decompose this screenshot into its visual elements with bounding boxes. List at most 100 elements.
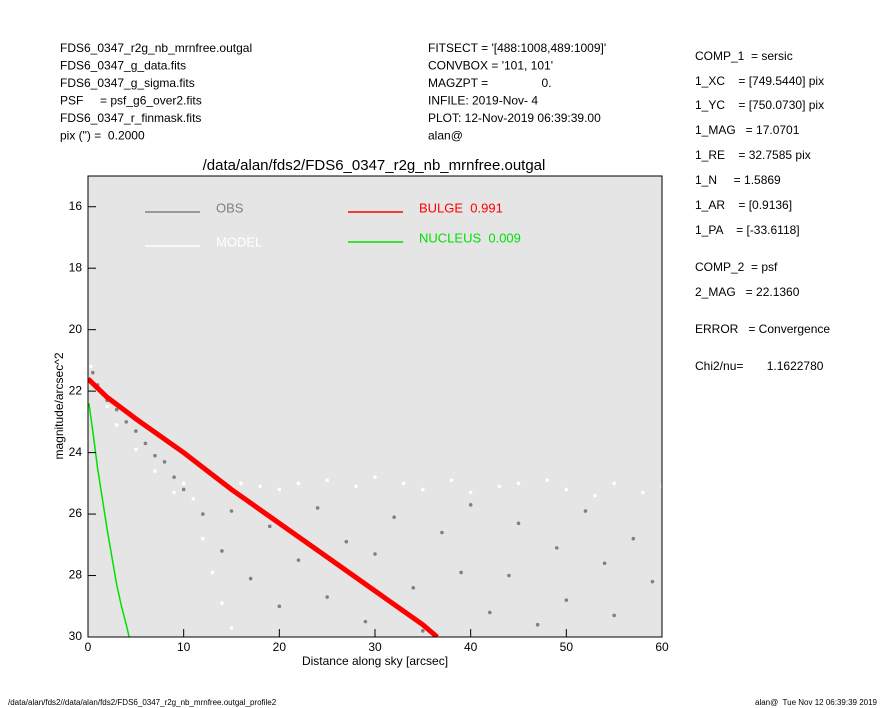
- data-point: [612, 481, 616, 486]
- data-point: [516, 481, 521, 486]
- parameter-line: 1_PA = [-33.6118]: [695, 223, 800, 237]
- data-point: [191, 496, 196, 501]
- header-middle-line: PLOT: 12-Nov-2019 06:39:39.00: [428, 111, 601, 125]
- x-tick-label: 0: [85, 640, 92, 654]
- data-point: [344, 539, 349, 544]
- y-axis-label: magnitude/arcsec^2: [52, 352, 66, 459]
- header-middle-line: alan@: [428, 129, 463, 143]
- parameter-line: 2_MAG = 22.1360: [695, 285, 800, 299]
- legend-label: MODEL: [216, 234, 262, 249]
- x-tick-label: 10: [177, 640, 191, 654]
- data-point: [201, 536, 205, 541]
- data-point: [564, 598, 569, 602]
- legend-label: BULGE 0.991: [419, 200, 503, 215]
- parameter-line: COMP_2 = psf: [695, 260, 778, 274]
- parameter-line: 1_XC = [749.5440] pix: [695, 74, 824, 88]
- header-left-line: pix (") = 0.2000: [60, 129, 145, 143]
- data-point: [631, 536, 636, 541]
- data-point: [210, 570, 215, 575]
- data-point: [124, 420, 129, 424]
- data-point: [220, 601, 224, 605]
- parameter-line: ERROR = Convergence: [695, 322, 830, 336]
- data-point: [612, 613, 616, 618]
- y-tick-label: 28: [69, 568, 83, 582]
- data-point: [181, 481, 186, 486]
- data-point: [239, 481, 243, 486]
- x-tick-label: 20: [273, 640, 287, 654]
- data-point: [488, 610, 492, 615]
- data-point: [535, 622, 540, 627]
- data-point: [296, 481, 301, 486]
- header-middle-line: MAGZPT = 0.: [428, 76, 551, 90]
- y-tick-label: 30: [69, 629, 83, 643]
- data-point: [267, 524, 272, 529]
- x-tick-label: 30: [368, 640, 382, 654]
- y-tick-label: 20: [69, 322, 83, 336]
- profile-line: [88, 403, 130, 637]
- header-left-line: FDS6_0347_r2g_nb_mrnfree.outgal: [60, 41, 252, 55]
- y-tick-label: 26: [69, 506, 83, 520]
- footer-right: alan@ Tue Nov 12 06:39:39 2019: [755, 698, 878, 707]
- parameter-line: Chi2/nu= 1.1622780: [695, 359, 824, 373]
- data-point: [277, 604, 282, 609]
- plot-background: [88, 176, 662, 637]
- data-point: [554, 546, 559, 550]
- data-point: [325, 595, 329, 599]
- parameter-line: 1_RE = 32.7585 pix: [695, 148, 811, 162]
- header-left-line: FDS6_0347_r_finmask.fits: [60, 111, 201, 125]
- data-point: [201, 512, 205, 516]
- parameter-line: 1_AR = [0.9136]: [695, 198, 792, 212]
- data-point: [162, 460, 167, 464]
- data-point: [507, 573, 511, 578]
- data-point: [229, 509, 234, 513]
- chart-title: /data/alan/fds2/FDS6_0347_r2g_nb_mrnfree…: [203, 157, 546, 174]
- footer-left: /data/alan/fds2//data/alan/fds2/FDS6_034…: [8, 698, 277, 707]
- data-point: [277, 487, 282, 492]
- data-point: [516, 521, 521, 526]
- header-middle-line: CONVBOX = '101, 101': [428, 59, 553, 73]
- y-tick-label: 24: [69, 445, 83, 459]
- legend-label: NUCLEUS 0.009: [419, 230, 521, 245]
- header-middle-line: INFILE: 2019-Nov- 4: [428, 94, 538, 108]
- data-point: [153, 469, 157, 473]
- data-point: [220, 549, 224, 553]
- data-point: [497, 484, 502, 489]
- data-point: [459, 570, 463, 575]
- header-left-line: FDS6_0347_g_sigma.fits: [60, 76, 195, 90]
- data-point: [172, 475, 176, 479]
- data-point: [449, 478, 454, 483]
- data-point: [258, 484, 263, 489]
- data-point: [325, 478, 329, 483]
- data-point: [545, 478, 549, 483]
- header-left-line: FDS6_0347_g_data.fits: [60, 59, 186, 73]
- header-middle-line: FITSECT = '[488:1008,489:1009]': [428, 41, 606, 55]
- data-point: [401, 481, 406, 486]
- data-point: [440, 530, 444, 535]
- data-point: [411, 586, 416, 590]
- data-point: [593, 493, 597, 498]
- data-point: [90, 370, 95, 375]
- data-point: [134, 447, 138, 452]
- data-point: [89, 364, 93, 369]
- data-point: [172, 490, 176, 495]
- data-point: [373, 552, 377, 556]
- header-left-line: PSF = psf_g6_over2.fits: [60, 94, 202, 108]
- data-point: [392, 515, 396, 519]
- data-point: [583, 509, 588, 513]
- data-point: [229, 625, 234, 630]
- data-point: [153, 453, 157, 458]
- data-point: [641, 490, 645, 495]
- data-point: [296, 558, 301, 562]
- profile-line: [88, 377, 439, 637]
- data-point: [114, 423, 119, 427]
- data-point: [315, 506, 320, 510]
- data-point: [650, 579, 655, 584]
- data-point: [421, 487, 425, 492]
- data-point: [105, 404, 109, 409]
- data-point: [564, 487, 569, 492]
- y-tick-label: 16: [69, 199, 83, 213]
- x-tick-label: 50: [560, 640, 574, 654]
- data-point: [114, 407, 119, 412]
- data-point: [421, 629, 425, 633]
